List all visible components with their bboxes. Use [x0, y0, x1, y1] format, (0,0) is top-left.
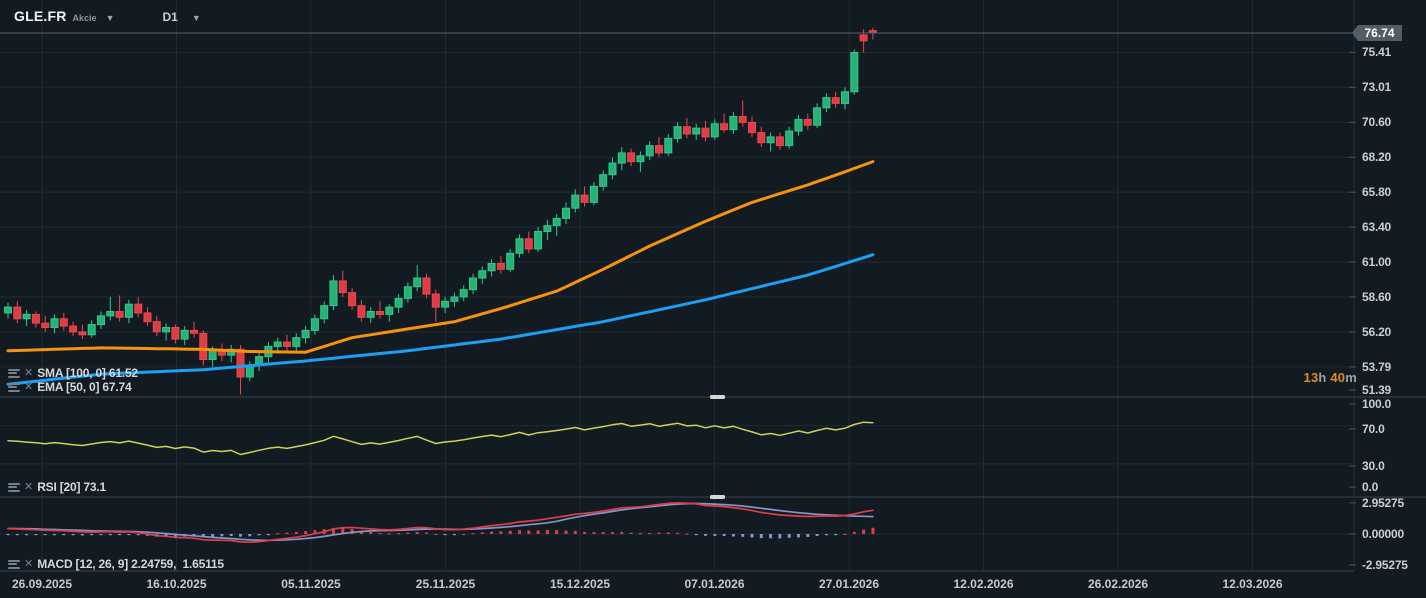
date-axis-label: 15.12.2025 [549, 577, 611, 591]
date-axis-label: 12.03.2026 [1222, 577, 1283, 591]
instrument-type-label: Akcie [72, 13, 97, 23]
date-axis-label: 25.11.2025 [415, 577, 476, 591]
price-axis-label: 70.60 [1362, 115, 1392, 130]
symbol-dropdown-caret-icon[interactable]: ▼ [105, 13, 115, 23]
date-axis-label: 26.02.2026 [1087, 577, 1149, 591]
price-axis-label: 75.41 [1362, 45, 1392, 60]
date-axis-label: 27.01.2026 [818, 577, 880, 591]
rsi-axis-label: 30.0 [1362, 459, 1385, 473]
date-axis-label: 16.10.2025 [146, 577, 207, 591]
indicator-settings-icon[interactable] [8, 382, 20, 393]
panel-resize-handle[interactable] [710, 395, 725, 399]
ema-legend-row: ✕ EMA [50, 0] 67.74 [8, 380, 132, 394]
remove-indicator-icon[interactable]: ✕ [24, 380, 34, 393]
countdown-minutes-unit: m [1345, 370, 1357, 385]
indicator-settings-icon[interactable] [8, 482, 20, 493]
countdown-minutes: 40 [1330, 370, 1346, 385]
price-axis-label: 56.20 [1362, 324, 1392, 339]
price-axis-label: 68.20 [1362, 150, 1392, 165]
timeframe-selector[interactable]: D1 [162, 10, 178, 24]
price-axis-label: 58.60 [1362, 289, 1392, 304]
indicator-settings-icon[interactable] [8, 368, 20, 379]
price-axis-label: 53.79 [1362, 359, 1392, 374]
chart-header: GLE.FR Akcie ▼ D1 ▼ [14, 8, 201, 24]
timeframe-dropdown-caret-icon[interactable]: ▼ [191, 13, 201, 23]
date-axis-label: 26.09.2025 [11, 577, 73, 591]
price-axis-label: 63.40 [1362, 220, 1392, 235]
date-axis-label: 07.01.2026 [684, 577, 745, 591]
price-axis-label: 65.80 [1362, 185, 1392, 200]
date-axis-label: 12.02.2026 [953, 577, 1014, 591]
rsi-axis-label: 100.0 [1362, 397, 1392, 411]
indicator-settings-icon[interactable] [8, 559, 20, 570]
rsi-legend-row: ✕ RSI [20] 73.1 [8, 480, 106, 494]
macd-axis-label: 0.00000 [1362, 527, 1404, 541]
remove-indicator-icon[interactable]: ✕ [24, 366, 34, 379]
current-price-tag: 76.74 [1352, 25, 1402, 41]
price-axis-label: 61.00 [1362, 255, 1392, 270]
sma-legend-row: ✕ SMA [100, 0] 61.52 [8, 366, 138, 380]
macd-legend-row: ✕ MACD [12, 26, 9] 2.24759, 1.65115 [8, 557, 224, 571]
date-axis-label: 05.11.2025 [281, 577, 341, 591]
candle-close-countdown: 13h 40m [1304, 370, 1357, 385]
symbol-label[interactable]: GLE.FR [14, 8, 67, 24]
remove-indicator-icon[interactable]: ✕ [24, 480, 34, 493]
sma-legend-label: SMA [100, 0] 61.52 [37, 366, 138, 380]
rsi-axis-label: 0.0 [1362, 480, 1379, 494]
price-axis-label: 51.39 [1362, 383, 1392, 397]
panel-resize-handle[interactable] [710, 495, 725, 499]
countdown-hours: 13 [1303, 370, 1319, 385]
rsi-axis-label: 70.0 [1362, 422, 1385, 436]
macd-axis-label: -2.95275 [1362, 558, 1408, 572]
countdown-hours-unit: h [1318, 370, 1331, 385]
macd-legend-label: MACD [12, 26, 9] 2.24759, 1.65115 [37, 557, 224, 571]
rsi-legend-label: RSI [20] 73.1 [37, 480, 106, 494]
macd-axis-label: 2.95275 [1362, 495, 1404, 510]
remove-indicator-icon[interactable]: ✕ [24, 557, 34, 570]
price-axis-label: 73.01 [1362, 80, 1392, 95]
ema-legend-label: EMA [50, 0] 67.74 [37, 380, 132, 394]
